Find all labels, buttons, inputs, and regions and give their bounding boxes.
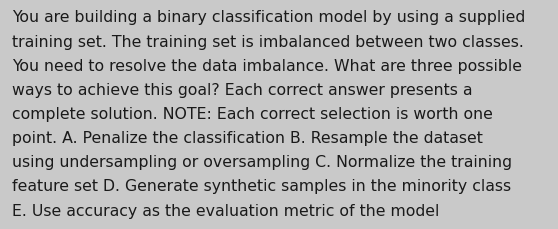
Text: You need to resolve the data imbalance. What are three possible: You need to resolve the data imbalance. … — [12, 58, 522, 73]
Text: training set. The training set is imbalanced between two classes.: training set. The training set is imbala… — [12, 34, 524, 49]
Text: complete solution. NOTE: Each correct selection is worth one: complete solution. NOTE: Each correct se… — [12, 106, 493, 121]
Text: point. A. Penalize the classification B. Resample the dataset: point. A. Penalize the classification B.… — [12, 131, 483, 145]
Text: feature set D. Generate synthetic samples in the minority class: feature set D. Generate synthetic sample… — [12, 179, 511, 194]
Text: using undersampling or oversampling C. Normalize the training: using undersampling or oversampling C. N… — [12, 155, 512, 169]
Text: ways to achieve this goal? Each correct answer presents a: ways to achieve this goal? Each correct … — [12, 82, 473, 97]
Text: E. Use accuracy as the evaluation metric of the model: E. Use accuracy as the evaluation metric… — [12, 203, 440, 218]
Text: You are building a binary classification model by using a supplied: You are building a binary classification… — [12, 10, 526, 25]
